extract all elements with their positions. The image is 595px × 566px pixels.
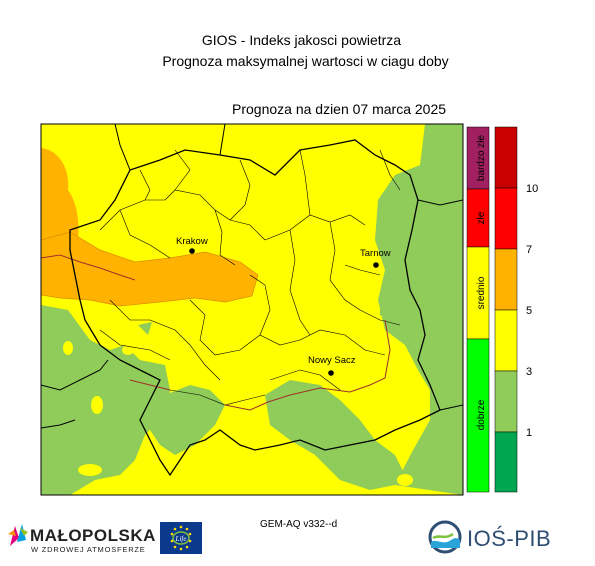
voivodeship-boundary — [69, 139, 441, 477]
category-legend: bardzo złe złe srednio dobrze — [466, 126, 490, 493]
scale-band — [494, 248, 518, 311]
legend-label-dobrze: dobrze — [476, 399, 487, 430]
city-dot — [328, 370, 334, 376]
green-patch — [138, 322, 152, 335]
eu-life-flag-icon: Life — [160, 522, 202, 554]
scale-tick: 5 — [526, 305, 532, 317]
green-region-southwest — [41, 305, 170, 495]
scale-band — [494, 309, 518, 372]
city-marker-tarnow[interactable]: Tarnow — [360, 248, 391, 268]
city-dot — [373, 262, 379, 268]
legend-label-zle: złe — [476, 211, 487, 224]
yellow-patch — [63, 341, 73, 355]
malopolska-logo-icon — [8, 524, 28, 546]
yellow-patch — [78, 464, 102, 476]
external-boundaries — [40, 123, 464, 429]
scale-tick: 3 — [526, 366, 532, 378]
model-version: GEM-AQ v332--d — [260, 519, 338, 530]
scale-band — [494, 370, 518, 433]
legend-dobrze — [466, 338, 490, 493]
yellow-patch — [397, 474, 413, 486]
district-boundaries — [99, 149, 401, 406]
malopolska-name: MAŁOPOLSKA — [30, 526, 156, 545]
city-label-krakow: Krakow — [176, 236, 208, 247]
yellow-patch — [91, 396, 103, 414]
scale-band — [494, 187, 518, 250]
city-marker-krakow[interactable]: Krakow — [176, 236, 208, 254]
scale-tick: 10 — [526, 183, 538, 195]
scale-band — [494, 126, 518, 189]
green-patch — [380, 295, 395, 320]
country-border — [40, 254, 391, 411]
yellow-patch — [122, 345, 134, 355]
green-region-southcentral — [265, 380, 405, 490]
malopolska-tagline: W ZDROWEJ ATMOSFERZE — [31, 545, 146, 554]
ios-pib-logo-icon — [428, 520, 462, 554]
city-label-nowy-sacz: Nowy Sacz — [308, 355, 356, 366]
scale-tick: 1 — [526, 427, 532, 439]
city-label-tarnow: Tarnow — [360, 248, 391, 259]
map-title: GIOS - Indeks jakosci powietrza — [201, 32, 402, 48]
ios-pib-name: IOŚ-PIB — [467, 526, 552, 551]
forecast-date: Prognoza na dzien 07 marca 2025 — [232, 101, 447, 117]
legend-label-srednio: srednio — [476, 276, 487, 309]
city-dot — [189, 248, 195, 254]
map-subtitle: Prognoza maksymalnej wartosci w ciagu do… — [162, 53, 449, 69]
city-marker-nowy-sacz[interactable]: Nowy Sacz — [308, 355, 356, 376]
eu-flag-text: Life — [175, 535, 187, 543]
green-region-south — [150, 385, 225, 455]
legend-label-bardzo-zle: bardzo złe — [476, 134, 487, 181]
green-region-east — [375, 124, 463, 495]
map-frame — [40, 123, 464, 496]
color-scale: 10 7 5 3 1 — [494, 126, 538, 493]
scale-tick: 7 — [526, 244, 532, 256]
scale-band — [494, 431, 518, 493]
